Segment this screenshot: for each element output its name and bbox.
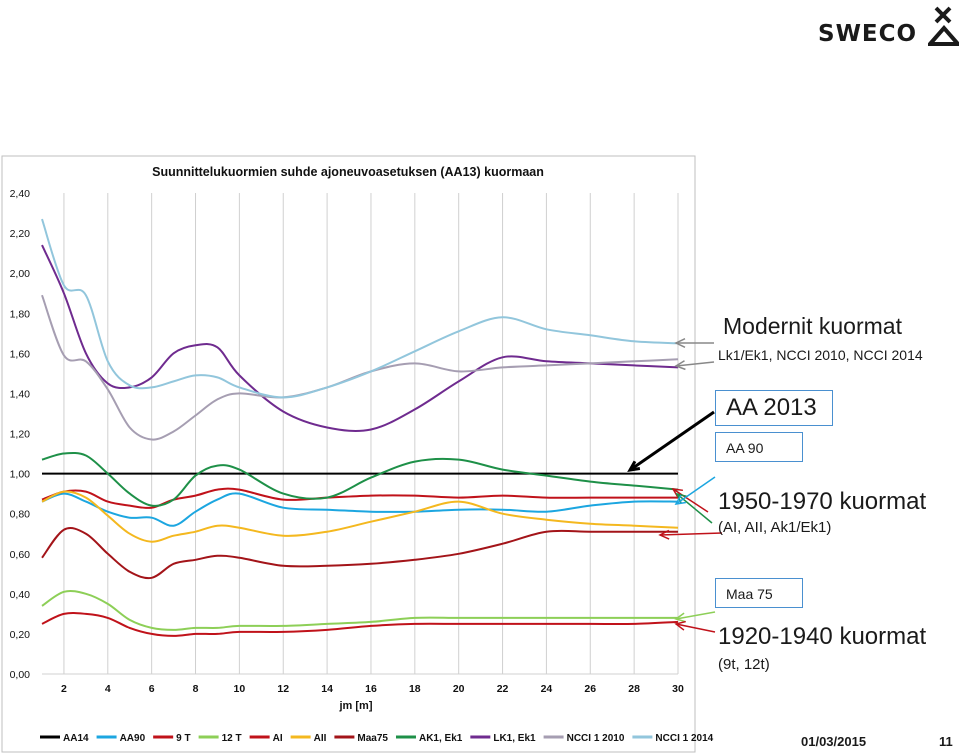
- annotation-arrow-head: [671, 488, 684, 498]
- x-tick-label: 6: [149, 683, 155, 695]
- grid-lines: [42, 193, 679, 675]
- annotation-arrow-head: [674, 620, 686, 631]
- series-lines: [41, 218, 679, 637]
- modern-loads-subtitle: Lk1/Ek1, NCCI 2010, NCCI 2014: [718, 347, 923, 363]
- legend-label-12-t: 12 T: [222, 733, 242, 744]
- series-line-ai: [41, 487, 678, 509]
- annotation-arrow-line: [672, 488, 709, 513]
- legend-label-aa14: AA14: [63, 733, 89, 744]
- legend-label-lk1-ek1: LK1, Ek1: [493, 733, 536, 744]
- annotation-arrow-line: [675, 623, 716, 633]
- annotation-arrow-head: [674, 360, 686, 371]
- legend-label-ai: AI: [273, 733, 283, 744]
- x-tick-label: 20: [453, 683, 465, 695]
- aa90-box: AA 90: [715, 432, 803, 462]
- y-tick-label: 2,00: [10, 268, 31, 280]
- annotation-arrow-line: [629, 410, 715, 472]
- series-line-ak1-ek1: [41, 451, 679, 507]
- x-tick-label: 26: [584, 683, 596, 695]
- y-tick-label: 1,80: [10, 308, 31, 320]
- x-tick-label: 24: [541, 683, 553, 695]
- legend-label-aa90: AA90: [120, 733, 146, 744]
- x-tick-label: 18: [409, 683, 421, 695]
- series-line-ncci-1-2014: [41, 218, 679, 399]
- y-tick-label: 0,00: [10, 669, 31, 681]
- x-tick-label: 8: [193, 683, 199, 695]
- series-line-aii: [41, 490, 679, 543]
- x-tick-label: 28: [628, 683, 640, 695]
- y-tick-label: 1,00: [10, 469, 31, 481]
- y-tick-label: 1,60: [10, 348, 31, 360]
- y-tick-label: 0,40: [10, 589, 31, 601]
- annotation-arrow-head: [674, 612, 686, 623]
- x-tick-label: 22: [497, 683, 509, 695]
- y-tick-label: 0,20: [10, 629, 31, 641]
- legend-label-aii: AII: [314, 733, 327, 744]
- modern-loads-title: Modernit kuormat: [723, 313, 902, 339]
- legend-label-maa75: Maa75: [357, 733, 388, 744]
- series-line-12-t: [41, 589, 678, 631]
- loads-1920-1940-title: 1920-1940 kuormat: [718, 623, 927, 650]
- legend-label-ncci-1-2014: NCCI 1 2014: [655, 733, 713, 744]
- logo-text: SWECO: [818, 21, 918, 47]
- legend-label-ncci-1-2010: NCCI 1 2010: [567, 733, 625, 744]
- y-tick-label: 1,40: [10, 388, 31, 400]
- x-axis-ticks: 2 4 6 8 10 12 14 16 18 20 22 24 26 28 30: [61, 683, 684, 695]
- loads-1920-1940-subtitle: (9t, 12t): [718, 656, 770, 673]
- x-tick-label: 10: [234, 683, 246, 695]
- y-tick-label: 0,80: [10, 509, 31, 521]
- annotation-arrow-head: [658, 529, 670, 540]
- annotation-arrows: [627, 337, 723, 633]
- x-tick-label: 14: [321, 683, 333, 695]
- x-tick-label: 12: [277, 683, 289, 695]
- y-axis-ticks: 0,00 0,20 0,40 0,60 0,80 1,00 1,20 1,40 1,60 1,80…: [10, 188, 31, 681]
- aa2013-box: AA 2013: [715, 390, 833, 426]
- series-line-9-t: [41, 611, 679, 637]
- chart-title: Suunnittelukuormien suhde ajoneuvoasetuk…: [152, 165, 544, 179]
- annotation-arrow-head: [674, 494, 686, 505]
- sweco-logo: SWECO: [818, 6, 959, 52]
- legend-label-9-t: 9 T: [176, 733, 190, 744]
- maa75-box: Maa 75: [715, 578, 803, 608]
- legend-label-ak1-ek1: AK1, Ek1: [419, 733, 463, 744]
- x-axis-label: jm [m]: [339, 700, 373, 712]
- annotation-arrow-head: [675, 492, 687, 504]
- legend: AA14 AA90 9 T 12 T AI AII Maa75 AK1, Ek1 LK1, Ek…: [40, 733, 714, 744]
- y-tick-label: 0,60: [10, 549, 31, 561]
- loads-1950-1970-title: 1950-1970 kuormat: [718, 488, 927, 515]
- x-tick-label: 16: [365, 683, 377, 695]
- annotation-arrow-line: [675, 361, 715, 367]
- footer-date: 01/03/2015: [801, 734, 867, 749]
- chart-frame: [1, 155, 696, 753]
- logo-mark-icon: [928, 6, 959, 46]
- series-line-aa90: [41, 492, 679, 527]
- series-line-maa75: [41, 527, 678, 580]
- annotation-arrow-line: [675, 611, 716, 620]
- annotation-arrow-head: [674, 337, 686, 349]
- y-tick-label: 2,40: [10, 188, 31, 200]
- series-line-ncci-1-2010: [41, 294, 679, 441]
- y-tick-label: 2,20: [10, 228, 31, 240]
- annotation-arrow-line: [675, 476, 716, 505]
- x-tick-label: 30: [672, 683, 684, 695]
- y-tick-label: 1,20: [10, 429, 31, 441]
- x-tick-label: 4: [105, 683, 111, 695]
- annotation-arrow-line: [659, 532, 723, 536]
- loads-1950-1970-subtitle: (AI, AII, Ak1/Ek1): [718, 519, 832, 536]
- x-tick-label: 2: [61, 683, 67, 695]
- annotation-arrow-head: [627, 460, 641, 472]
- page-number: 11: [939, 734, 953, 749]
